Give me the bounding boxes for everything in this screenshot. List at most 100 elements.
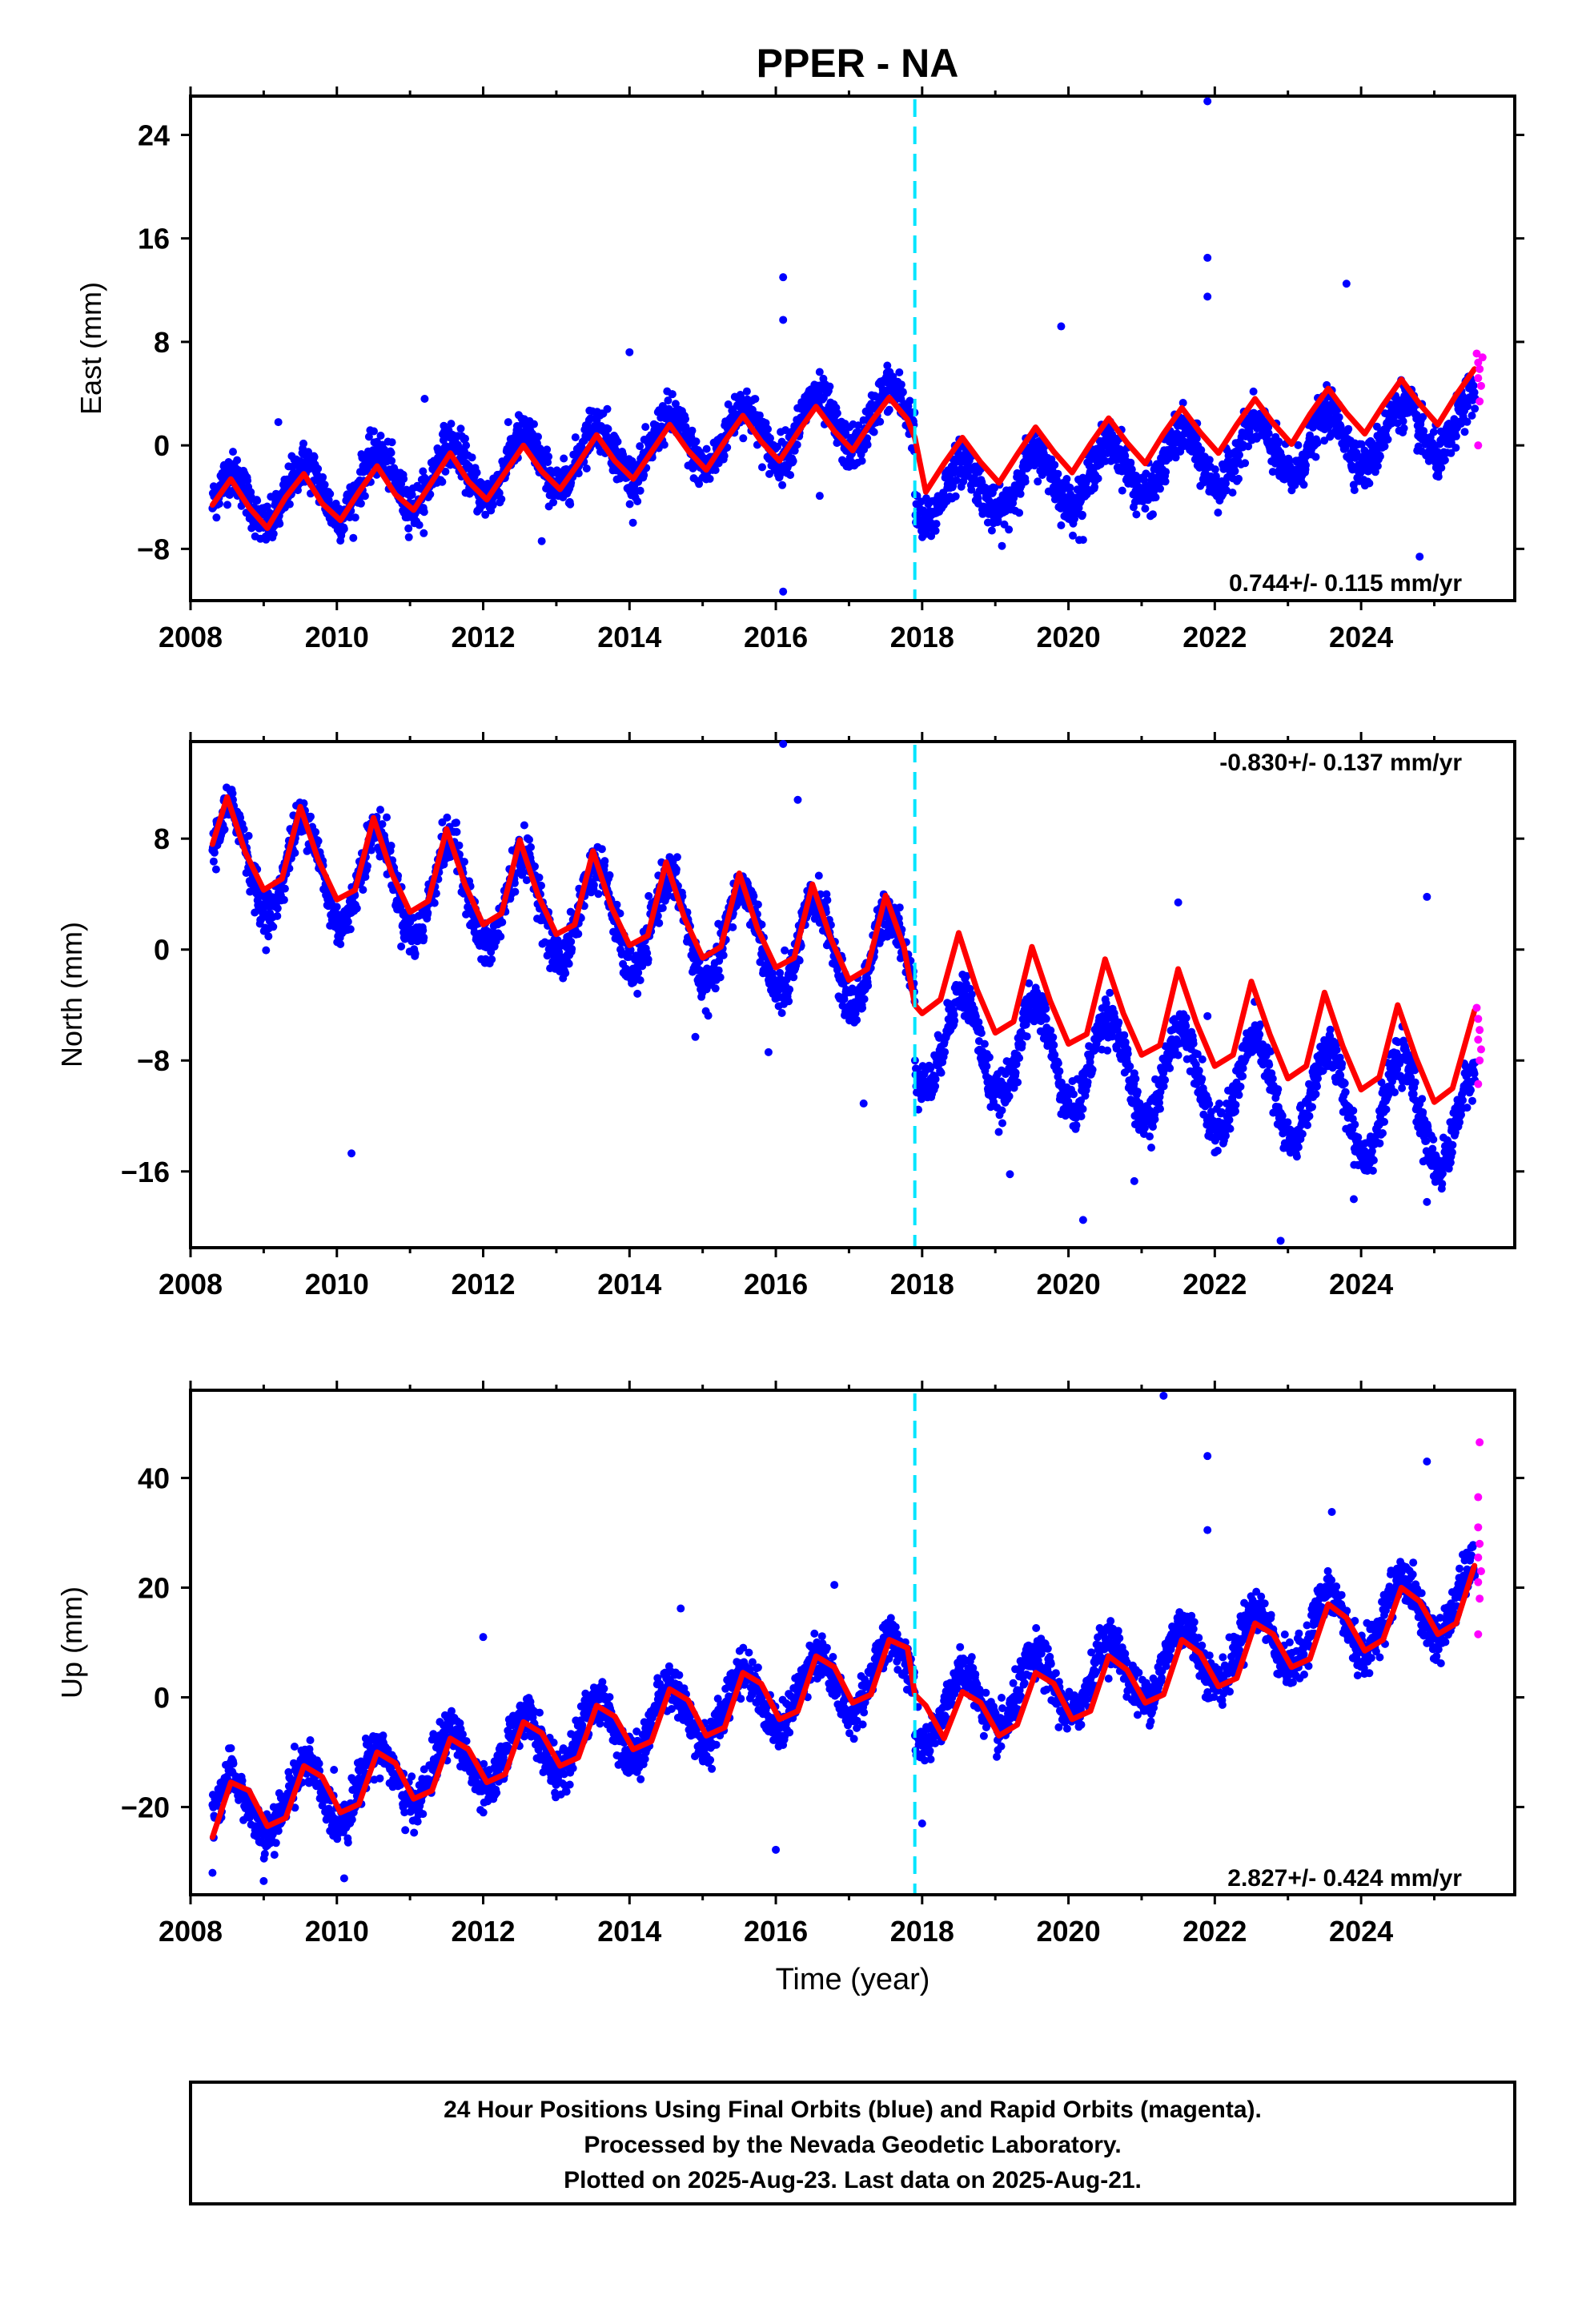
north-daily-position [574,930,583,939]
east-daily-position [1468,412,1476,420]
east-daily-position [223,501,231,509]
north-daily-position [455,841,464,850]
east-outlier-position [1203,292,1212,301]
east-daily-position [1440,456,1449,464]
east-daily-position [711,466,720,474]
east-daily-position [497,495,506,504]
east-daily-position [229,448,237,456]
east-daily-position [299,439,307,448]
north-daily-position [273,911,282,920]
north-daily-position [655,919,664,927]
east-daily-position [376,432,385,440]
north-daily-position [352,904,361,913]
north-daily-position [498,918,507,927]
east-daily-position [462,441,471,450]
east-daily-position [275,520,284,528]
east-daily-position [571,433,580,442]
east-daily-position [1021,477,1030,486]
east-daily-position [1156,485,1164,493]
east-x-tick-label: 2024 [1329,621,1393,653]
east-outlier-position [1203,253,1212,262]
east-daily-position [356,499,365,508]
north-daily-position [378,820,387,829]
north-daily-position [361,873,370,881]
east-daily-position [534,432,542,441]
north-daily-position [753,900,762,909]
east-daily-position [504,418,512,427]
north-daily-position [387,842,396,850]
east-daily-position [560,454,568,463]
east-daily-position [660,440,669,449]
north-x-tick-label: 2018 [890,1268,954,1301]
east-y-tick-label: 8 [154,326,170,359]
east-daily-position [764,424,772,433]
east-daily-position [1434,472,1443,481]
east-daily-position [625,500,634,509]
north-daily-position [488,955,496,963]
east-daily-position [1460,428,1469,436]
north-daily-position [644,955,652,963]
east-outlier-position [1078,536,1087,545]
east-daily-position [1231,467,1239,476]
east-outlier-position [274,418,283,427]
north-x-tick-label: 2024 [1329,1268,1393,1301]
east-rapid-position [1476,381,1485,390]
east-daily-position [1350,486,1359,494]
east-daily-position [438,477,447,486]
north-daily-position [633,989,642,998]
east-daily-position [833,409,841,417]
east-daily-position [720,452,729,460]
north-daily-position [525,835,533,844]
east-daily-position [863,440,872,449]
east-x-tick-label: 2008 [159,621,223,653]
east-daily-position [285,500,294,509]
north-daily-position [452,818,460,827]
east-daily-position [253,497,262,505]
east-daily-position [370,427,378,436]
north-daily-position [244,831,253,840]
east-daily-position [1057,521,1066,529]
north-y-tick-label: −16 [121,1156,170,1188]
east-daily-position [495,489,504,497]
east-daily-position [1452,444,1460,452]
north-daily-position [597,845,606,854]
east-rapid-position [1476,397,1484,406]
east-daily-position [419,467,428,476]
east-daily-position [1162,468,1170,476]
east-daily-position [739,434,748,443]
north-x-tick-label: 2020 [1037,1268,1101,1301]
north-daily-position [853,1015,861,1024]
east-daily-position [530,420,538,428]
east-daily-position [1302,460,1310,469]
north-daily-position [568,944,576,953]
east-daily-position [869,428,878,436]
east-daily-position [360,492,369,501]
north-daily-position [527,842,535,851]
east-x-tick-label: 2014 [597,621,661,653]
east-daily-position [1094,474,1102,483]
east-daily-position [1313,439,1322,448]
north-y-axis-label: North (mm) [55,922,88,1068]
east-daily-position [1365,479,1374,488]
east-daily-position [1469,381,1478,390]
east-daily-position [1437,464,1446,472]
east-daily-position [931,526,940,535]
north-daily-position [823,896,832,904]
east-daily-position [885,405,893,414]
east-daily-position [269,529,278,538]
north-daily-position [589,881,598,889]
east-daily-position [952,476,961,485]
north-daily-position [460,858,468,866]
east-daily-position [825,382,834,391]
east-daily-position [1399,424,1408,432]
east-plot-frame [189,94,1516,602]
north-daily-position [711,984,720,993]
east-daily-position [1054,469,1062,478]
east-y-axis-label: East (mm) [74,282,107,415]
east-daily-position [345,513,354,521]
east-daily-position [1452,432,1460,440]
north-daily-position [511,887,520,896]
north-daily-position [785,985,794,994]
north-daily-position [443,813,452,822]
